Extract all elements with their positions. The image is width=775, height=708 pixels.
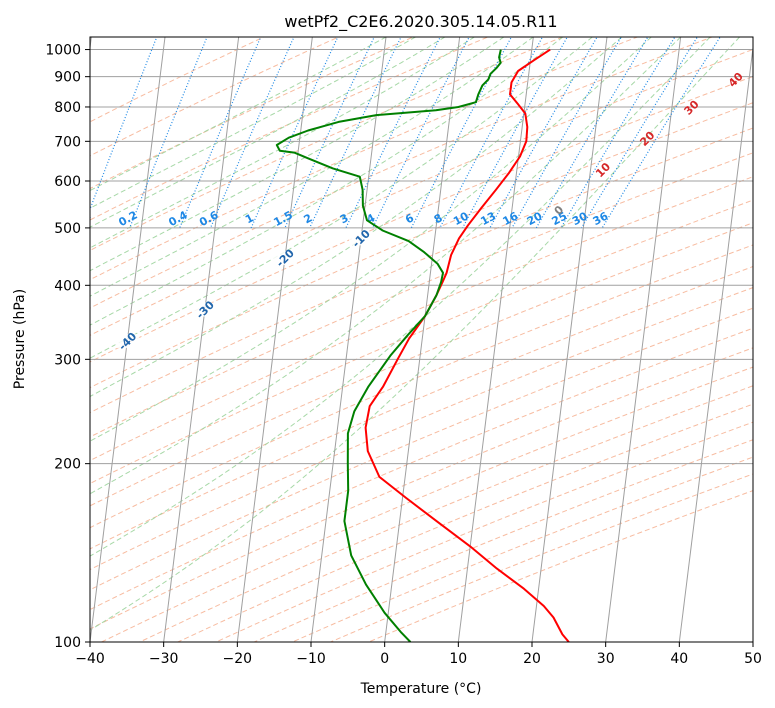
moist-adiabat — [90, 37, 623, 398]
x-tick-label: 30 — [597, 651, 615, 667]
mixing-ratio-line — [309, 37, 402, 229]
mixing-ratio-label: 13 — [478, 209, 498, 228]
isotherm-label-bg — [115, 334, 140, 349]
background-lines — [90, 37, 753, 642]
x-tick-label: 20 — [523, 651, 541, 667]
isotherm-line — [384, 37, 461, 642]
x-tick-label: 0 — [380, 651, 389, 667]
y-tick-label: 100 — [54, 635, 81, 651]
mixing-ratio-label: 0.1 — [70, 208, 93, 229]
moist-adiabat — [90, 37, 593, 359]
dewpoint-profile-line — [275, 49, 502, 642]
dry-adiabat — [90, 37, 490, 221]
y-tick-label: 500 — [54, 221, 81, 237]
moist-adiabat — [90, 37, 475, 249]
isotherm-line — [457, 37, 534, 642]
plot-frame — [89, 36, 754, 643]
dry-adiabat — [90, 37, 714, 309]
dry-adiabat — [90, 327, 753, 611]
isotherm-label-bg — [273, 250, 297, 265]
mixing-ratio-label: 20 — [525, 209, 545, 228]
isotherm-line — [236, 37, 313, 642]
isotherm-line — [163, 37, 240, 642]
x-tick-label: 40 — [670, 651, 688, 667]
mixing-ratio-line — [250, 37, 339, 229]
x-tick-label: −10 — [296, 651, 326, 667]
axis-ticks: −40 −30 −20 −10 0 10 20 30 40 50 100 200 300 400 500 60… — [45, 43, 762, 667]
isotherm-label-bg — [192, 302, 217, 317]
mixing-ratio-label: 25 — [550, 209, 570, 228]
dry-adiabat — [90, 176, 753, 462]
dry-adiabat — [90, 37, 639, 281]
x-tick-label: −30 — [149, 651, 179, 667]
moist-adiabat — [90, 37, 564, 326]
isotherm-label-bg — [349, 231, 373, 246]
mixing-ratio-line — [345, 37, 441, 229]
mixing-ratio-line — [511, 37, 622, 229]
dry-adiabat — [90, 347, 753, 630]
mixing-ratio-line — [601, 37, 721, 229]
mixing-ratio-label: 16 — [501, 209, 521, 228]
dry-adiabat — [90, 37, 564, 251]
moist-adiabat — [90, 37, 711, 557]
y-tick-label: 600 — [54, 174, 81, 190]
mixing-ratio-label: 30 — [570, 209, 590, 228]
moist-adiabat — [90, 37, 505, 272]
y-axis-label: Pressure (hPa) — [12, 289, 28, 389]
y-tick-label: 1000 — [45, 43, 81, 59]
isotherm-line — [678, 43, 753, 642]
mixing-ratio-line — [371, 37, 470, 229]
dry-adiabat — [90, 307, 753, 591]
y-tick-label: 400 — [54, 278, 81, 294]
x-tick-label: 10 — [449, 651, 467, 667]
dry-adiabat — [138, 385, 753, 642]
mixing-ratio-line — [284, 37, 375, 229]
mixing-ratio-label: 36 — [591, 209, 611, 228]
y-tick-label: 200 — [54, 457, 81, 473]
moist-adiabat — [90, 37, 416, 209]
dry-adiabat — [90, 287, 753, 571]
y-tick-label: 800 — [54, 100, 81, 116]
dry-adiabat — [100, 366, 753, 642]
moist-adiabat — [90, 37, 682, 495]
mixing-ratio-line — [580, 37, 699, 229]
isotherm-line — [531, 37, 608, 642]
dry-adiabat — [90, 75, 753, 363]
moist-adiabat — [90, 37, 652, 442]
mixing-ratio-line — [439, 37, 544, 229]
moist-adiabat — [90, 37, 534, 297]
dry-adiabat — [90, 127, 753, 414]
mixing-ratio-line — [560, 37, 676, 229]
y-tick-label: 700 — [54, 134, 81, 150]
chart-title: wetPf2_C2E6.2020.305.14.05.R11 — [284, 12, 557, 32]
moist-adiabat — [90, 37, 446, 228]
y-tick-label: 900 — [54, 70, 81, 86]
mixing-ratio-label: 10 — [451, 209, 471, 228]
dry-adiabat — [90, 48, 753, 336]
isotherm-line — [605, 37, 682, 642]
x-tick-label: 50 — [744, 651, 762, 667]
isotherm-line — [310, 37, 387, 642]
dry-adiabat — [90, 37, 265, 123]
mixing-ratio-line — [410, 37, 513, 229]
x-tick-label: −20 — [223, 651, 253, 667]
profile-series — [275, 48, 570, 642]
x-axis-label: Temperature (°C) — [360, 681, 482, 697]
mixing-ratio-line — [129, 37, 208, 229]
x-tick-label: −40 — [75, 651, 105, 667]
moist-adiabat — [90, 37, 740, 631]
dry-adiabat — [90, 37, 415, 190]
y-tick-label: 300 — [54, 352, 81, 368]
